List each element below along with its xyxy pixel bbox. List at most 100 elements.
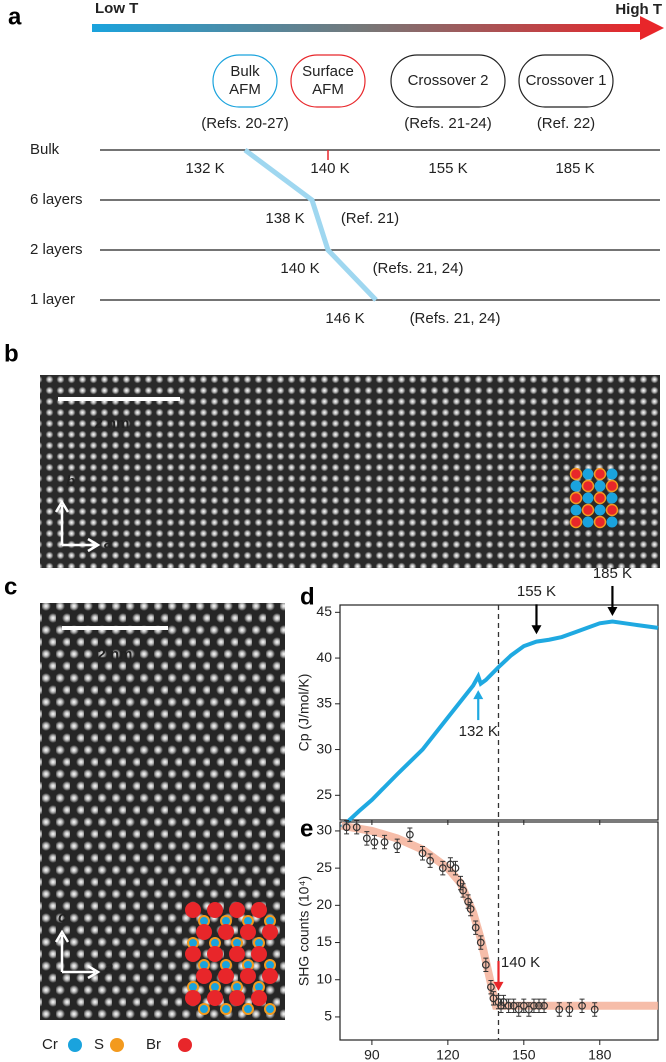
error-bar <box>506 998 512 1013</box>
stem-image-b <box>40 375 660 568</box>
lattice-atom <box>582 516 594 528</box>
axis-letter: a <box>105 959 113 976</box>
phase-label: AFM <box>312 81 344 98</box>
phase-label: Surface <box>302 63 354 80</box>
phase-label: AFM <box>229 81 261 98</box>
data-point <box>524 1005 533 1014</box>
row-refs: (Refs. 21, 24) <box>373 260 464 277</box>
lattice-atom <box>593 491 607 505</box>
lattice-atom <box>605 503 619 517</box>
annotation-label: 140 K <box>501 954 540 971</box>
data-point <box>451 864 460 873</box>
axes-arrows <box>54 499 101 553</box>
phase-bubble <box>518 54 614 108</box>
data-point <box>393 841 402 850</box>
error-bar <box>592 1002 598 1017</box>
panel-label: c <box>4 573 17 600</box>
lattice-atom <box>262 968 278 984</box>
lattice-atom <box>207 990 223 1006</box>
error-bar <box>511 998 517 1013</box>
lattice-atom <box>593 467 607 481</box>
data-point <box>456 879 465 887</box>
lattice-atom <box>218 968 234 984</box>
data-point <box>418 849 427 858</box>
phase-refs: (Ref. 22) <box>537 115 595 132</box>
data-point <box>370 838 379 846</box>
y-tick-label: 20 <box>316 896 332 912</box>
lattice-atom <box>264 1003 276 1015</box>
error-bar <box>344 820 350 835</box>
row-refs: (Refs. 21, 24) <box>410 310 501 327</box>
arrow-head <box>607 606 618 616</box>
data-point <box>380 838 389 846</box>
lattice-atom <box>240 968 256 984</box>
data-point <box>519 1001 528 1010</box>
lattice-atom <box>262 924 278 940</box>
error-bar <box>371 834 377 850</box>
image-overlays: 2 nm b a 2 nm c a <box>54 397 180 980</box>
data-point <box>555 1005 564 1014</box>
x-tick-label: 120 <box>436 1047 460 1062</box>
annotation-label: 132 K <box>459 723 498 740</box>
legend-label: S <box>94 1036 104 1053</box>
x-tick-label: 150 <box>512 1047 536 1062</box>
data-point <box>362 834 371 843</box>
lattice-atom <box>569 491 583 505</box>
lattice-atom <box>196 968 212 984</box>
y-tick-label: 30 <box>316 822 332 838</box>
panel-label: b <box>4 340 19 367</box>
lattice-atom <box>207 946 223 962</box>
lattice-atom <box>196 924 212 940</box>
data-point <box>486 983 495 992</box>
error-bar <box>460 883 466 898</box>
phase-refs: (Refs. 20-27) <box>201 115 289 132</box>
arrow-head <box>531 625 542 635</box>
error-bar <box>579 998 585 1013</box>
lattice-atom <box>606 516 618 528</box>
error-bar <box>478 935 484 950</box>
data-point <box>459 886 467 895</box>
phase-bubble <box>212 54 278 108</box>
lattice-atom <box>605 479 619 493</box>
transition-temp: 146 K <box>325 310 364 327</box>
y-axis-label: Cp (J/mol/K) <box>296 674 312 752</box>
data-point <box>578 1001 586 1010</box>
lattice-atom <box>594 480 606 492</box>
error-bar <box>468 901 474 917</box>
y-tick-label: 30 <box>316 740 332 756</box>
trend-line <box>243 147 378 302</box>
axis-letter: c <box>58 909 67 926</box>
panel-label: a <box>8 3 22 30</box>
error-bar <box>501 994 507 1010</box>
error-bar <box>541 998 547 1013</box>
lattice-atom <box>251 902 267 918</box>
axes-arrows <box>54 929 101 980</box>
lattice-atom <box>594 504 606 516</box>
data-point <box>504 1001 513 1010</box>
y-axis-label: SHG counts (10⁴) <box>296 876 312 986</box>
lattice-atom <box>185 902 201 918</box>
lattice-atom <box>582 468 594 480</box>
error-bar <box>447 857 453 872</box>
error-bar <box>490 991 496 1006</box>
error-bar <box>521 998 527 1013</box>
lattice-atom <box>240 924 256 940</box>
lattice-atom <box>185 990 201 1006</box>
data-point <box>466 905 475 913</box>
row-label: 2 layers <box>30 241 83 258</box>
fit-curve <box>340 821 658 1010</box>
error-bar <box>556 1002 562 1017</box>
high-t: High T <box>615 1 662 18</box>
data-point <box>514 1005 523 1014</box>
data-point <box>426 856 435 865</box>
error-bar <box>382 834 388 850</box>
lattice-atom <box>582 492 594 504</box>
panel-label: d <box>300 583 315 610</box>
error-bar <box>452 860 458 876</box>
data-point <box>540 1001 548 1010</box>
transition-temp: 185 K <box>555 160 594 177</box>
legend-label: Br <box>146 1036 161 1053</box>
x-tick-label: 90 <box>364 1047 380 1062</box>
lattice-atom <box>229 902 245 918</box>
lattice-atom <box>593 515 607 529</box>
